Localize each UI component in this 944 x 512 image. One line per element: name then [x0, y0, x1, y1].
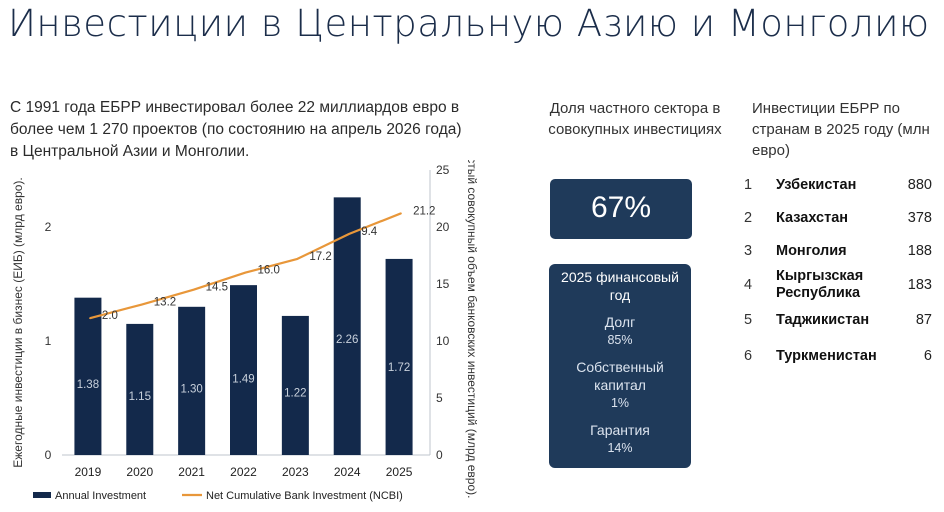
bar — [74, 297, 102, 455]
ncbi-point — [348, 233, 351, 235]
x-tick-label: 2021 — [178, 465, 205, 479]
financing-item-debt: Долг 85% — [549, 313, 691, 349]
ncbi-point — [400, 212, 402, 215]
financing-label: Гарантия — [590, 422, 650, 438]
legend-label-line: Net Cumulative Bank Investment (NCBI) — [206, 490, 403, 502]
country-rank: 1 — [744, 177, 753, 193]
line-data-label: 2.0 — [102, 310, 118, 322]
x-tick-label: 2020 — [126, 465, 153, 479]
country-rank: 2 — [744, 210, 753, 226]
investment-chart: 01205101520251.381.151.301.491.222.261.7… — [11, 160, 479, 502]
x-tick-label: 2022 — [230, 465, 257, 479]
bar-data-label: 1.30 — [180, 383, 202, 395]
y-axis-title: Ежегодные инвестиции в бизнес (ЕИБ) (млр… — [11, 177, 25, 468]
ncbi-point — [89, 317, 91, 319]
bar-data-label: 1.72 — [388, 362, 410, 374]
country-value: 87 — [915, 312, 932, 328]
financing-value: 14% — [607, 441, 633, 455]
y2-tick-label: 5 — [436, 391, 443, 405]
line-data-label: 13.2 — [154, 297, 176, 309]
ncbi-point — [192, 288, 195, 291]
financing-title: 2025 финансовый год — [561, 269, 679, 303]
country-value: 378 — [907, 210, 932, 226]
financing-label: Собственный капитал — [576, 359, 664, 393]
page-title: Инвестиции в Центральную Азию и Монголию — [8, 2, 930, 45]
line-data-label: 14.5 — [206, 282, 228, 294]
country-value: 188 — [907, 243, 932, 259]
bar — [281, 315, 309, 455]
financing-value: 85% — [607, 333, 633, 347]
line-data-label: 16.0 — [258, 265, 280, 277]
country-name: Таджикистан — [776, 312, 870, 328]
x-tick-label: 2024 — [334, 465, 361, 479]
private-share-heading: Доля частного сектора в совокупных инвес… — [548, 100, 722, 138]
y-tick-label: 0 — [45, 448, 52, 462]
bar — [385, 258, 413, 455]
country-name: Казахстан — [776, 210, 849, 226]
country-value: 183 — [907, 277, 932, 293]
ncbi-point — [244, 271, 247, 274]
bar-data-label: 1.49 — [232, 374, 254, 386]
financing-label: Долг — [604, 314, 636, 330]
country-name: Туркменистан — [776, 348, 877, 364]
bar-data-label: 1.15 — [129, 391, 151, 403]
y-tick-label: 2 — [45, 220, 52, 234]
y2-tick-label: 20 — [436, 220, 450, 234]
legend-label-bar: Annual Investment — [55, 490, 146, 502]
bar — [126, 323, 154, 455]
country-rank: 4 — [744, 277, 753, 293]
financing-value: 1% — [610, 396, 630, 410]
country-rank: 6 — [744, 348, 753, 364]
y2-axis-title: Чистый совокупный объем банковских инвес… — [465, 160, 479, 498]
bar-data-label: 2.26 — [336, 334, 358, 346]
y2-tick-label: 15 — [436, 277, 450, 291]
country-value: 880 — [907, 177, 932, 193]
country-row: 4 Кыргызская Республика 183 — [744, 268, 936, 304]
bar — [178, 306, 206, 455]
country-name: Узбекистан — [776, 177, 857, 193]
x-tick-label: 2019 — [75, 465, 102, 479]
financing-item-guarantee: Гарантия 14% — [549, 421, 691, 457]
bar — [230, 285, 257, 455]
line-data-label: 21.2 — [413, 205, 435, 217]
bar-data-label: 1.38 — [77, 379, 99, 391]
private-share-value: 67% — [550, 179, 692, 239]
y-tick-label: 1 — [45, 334, 52, 348]
y2-tick-label: 0 — [436, 448, 443, 462]
country-rank: 3 — [744, 243, 753, 259]
country-name: Кыргызская Республика — [776, 268, 864, 301]
ncbi-point — [140, 303, 143, 306]
country-rank: 5 — [744, 312, 753, 328]
countries-heading: Инвестиции ЕБРР по странам в 2025 году (… — [752, 100, 930, 159]
ncbi-point — [296, 258, 299, 260]
x-tick-label: 2025 — [386, 465, 413, 479]
bar-data-label: 1.22 — [284, 387, 306, 399]
x-tick-label: 2023 — [282, 465, 309, 479]
intro-text: С 1991 года ЕБРР инвестировал более 22 м… — [10, 99, 462, 160]
financing-panel: 2025 финансовый год Долг 85% Собственный… — [549, 264, 691, 468]
y2-tick-label: 25 — [436, 163, 450, 177]
y2-tick-label: 10 — [436, 334, 450, 348]
country-value: 6 — [923, 348, 932, 364]
country-name: Монголия — [776, 243, 847, 259]
line-data-label: 9.4 — [361, 226, 378, 238]
line-data-label: 17.2 — [309, 251, 331, 263]
legend-swatch-bar — [33, 492, 51, 498]
financing-item-equity: Собственный капитал 1% — [549, 358, 691, 412]
